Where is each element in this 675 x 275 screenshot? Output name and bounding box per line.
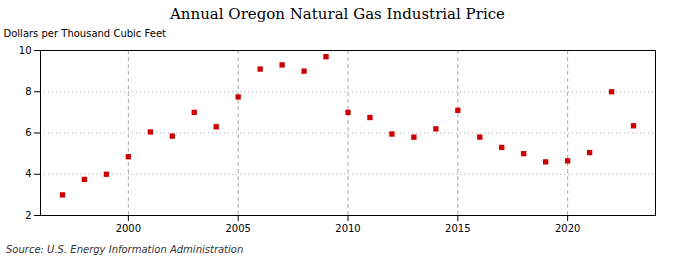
svg-text:2020: 2020: [555, 223, 580, 234]
svg-text:2000: 2000: [116, 223, 141, 234]
svg-text:2005: 2005: [225, 223, 250, 234]
svg-text:8: 8: [25, 86, 31, 97]
svg-text:4: 4: [25, 168, 31, 179]
html-text:Source: U.S. Energy Informatio: Source: U.S. Energy Information Administ…: [6, 244, 244, 255]
svg-text:2010: 2010: [335, 223, 360, 234]
svg-text:2015: 2015: [445, 223, 470, 234]
svg-text:10: 10: [19, 45, 32, 56]
svg-text:Dollars per Thousand Cubic Fee: Dollars per Thousand Cubic Feet: [4, 28, 167, 39]
html-text:Annual Oregon Natural Gas Indu: Annual Oregon Natural Gas Industrial Pri…: [170, 5, 505, 23]
svg-text:6: 6: [25, 127, 31, 138]
svg-text:2: 2: [25, 210, 31, 221]
